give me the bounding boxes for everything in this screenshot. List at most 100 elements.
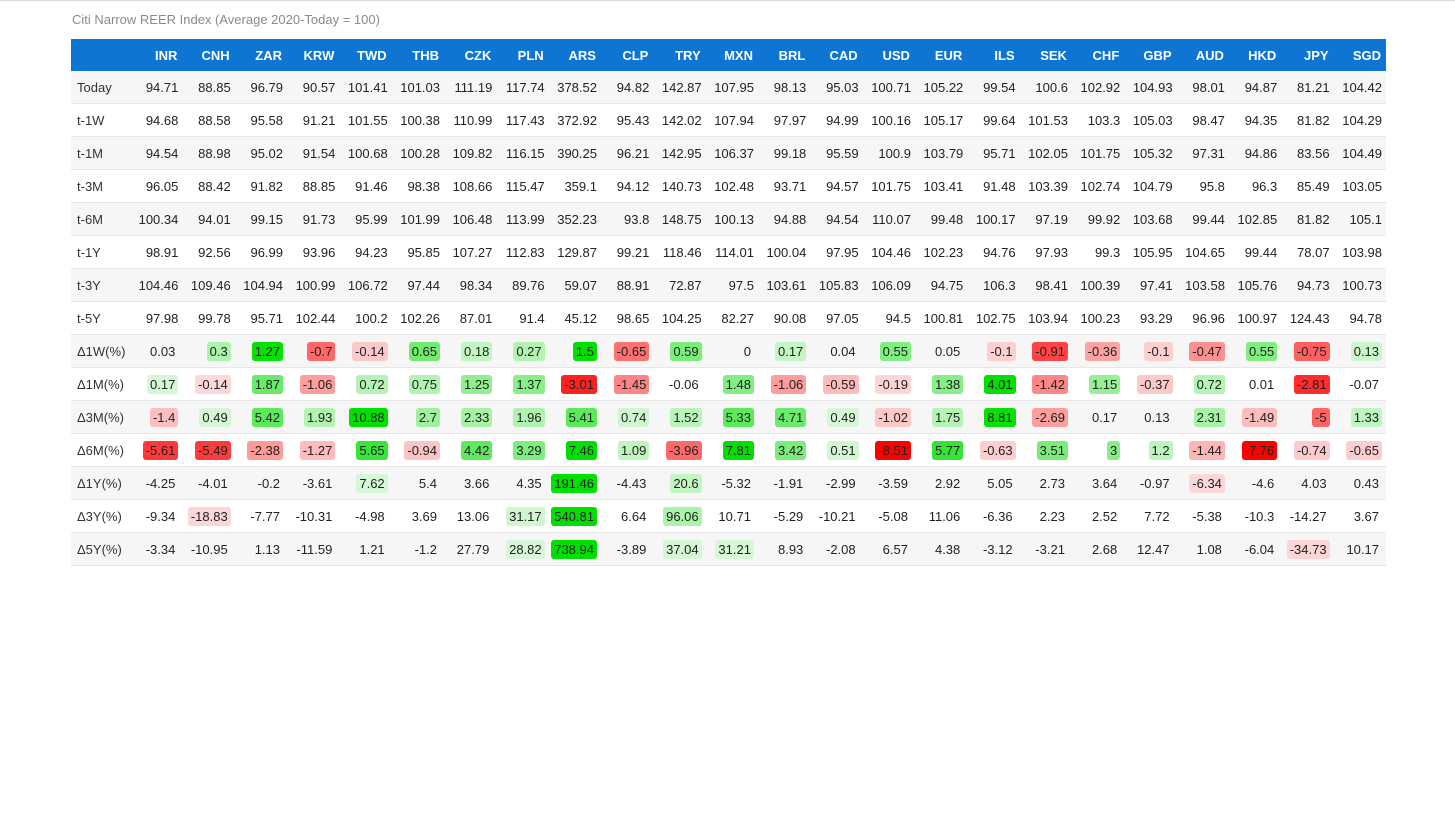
change-value: 1.27 xyxy=(251,341,284,361)
row-label: Δ1Y(%) xyxy=(71,466,131,500)
change-value: 28.82 xyxy=(506,539,545,559)
column-header-sgd[interactable]: SGD xyxy=(1333,39,1386,71)
column-header-eur[interactable]: EUR xyxy=(914,39,968,71)
column-header-thb[interactable]: THB xyxy=(391,39,444,71)
cell-jpy: -0.74 xyxy=(1281,433,1334,467)
cell-usd: -0.19 xyxy=(862,367,915,401)
cell-cad: 97.05 xyxy=(810,301,863,335)
cell-thb: 101.03 xyxy=(391,71,444,104)
cell-chf: 3.64 xyxy=(1071,466,1125,500)
change-value: -10.21 xyxy=(818,508,856,524)
cell-eur: 102.23 xyxy=(914,235,968,269)
cell-twd: 10.88 xyxy=(339,400,392,434)
cell-try: 1.52 xyxy=(653,400,706,434)
cell-gbp: 1.2 xyxy=(1124,433,1177,467)
cell-zar: 99.15 xyxy=(234,202,288,236)
table-row: Δ5Y(%) -3.34 -10.95 1.13 -11.59 1.21 -1.2 27.79… xyxy=(71,532,1386,566)
cell-pln: 117.43 xyxy=(496,103,549,137)
cell-try: 37.04 xyxy=(653,532,706,566)
column-header-gbp[interactable]: GBP xyxy=(1124,39,1177,71)
column-header-cad[interactable]: CAD xyxy=(810,39,863,71)
column-header-inr[interactable]: INR xyxy=(130,39,183,71)
table-row: Δ1Y(%) -4.25 -4.01 -0.2 -3.61 7.62 5.4 3.66 4.35… xyxy=(71,466,1386,500)
cell-inr: 97.98 xyxy=(130,301,183,335)
column-header-krw[interactable]: KRW xyxy=(287,39,340,71)
column-header-hkd[interactable]: HKD xyxy=(1228,39,1282,71)
column-header-brl[interactable]: BRL xyxy=(757,39,811,71)
cell-usd: 100.71 xyxy=(862,71,915,104)
cell-aud: 98.01 xyxy=(1176,71,1229,104)
cell-usd: -5.08 xyxy=(862,499,915,533)
cell-sgd: 104.49 xyxy=(1333,136,1386,170)
change-value: -1.44 xyxy=(1189,440,1225,460)
column-header-ars[interactable]: ARS xyxy=(548,39,601,71)
cell-inr: 104.46 xyxy=(130,268,183,302)
change-value: 3.51 xyxy=(1036,440,1068,460)
cell-clp: -4.43 xyxy=(600,466,654,500)
cell-jpy: 4.03 xyxy=(1281,466,1334,500)
cell-gbp: 104.93 xyxy=(1124,71,1177,104)
cell-krw: 91.54 xyxy=(287,136,340,170)
change-value: -1.42 xyxy=(1032,374,1068,394)
cell-thb: 100.38 xyxy=(391,103,444,137)
cell-clp: -0.65 xyxy=(600,334,654,368)
cell-cnh: 0.49 xyxy=(182,400,235,434)
cell-zar: -2.38 xyxy=(234,433,288,467)
change-value: 0.55 xyxy=(1245,341,1278,361)
cell-jpy: 81.21 xyxy=(1281,71,1334,104)
column-header-zar[interactable]: ZAR xyxy=(234,39,288,71)
change-value: -11.59 xyxy=(296,541,333,557)
cell-inr: -5.61 xyxy=(130,433,183,467)
cell-chf: 2.52 xyxy=(1071,499,1125,533)
change-value: -1.91 xyxy=(773,475,804,491)
cell-hkd: 0.55 xyxy=(1228,334,1282,368)
column-header-twd[interactable]: TWD xyxy=(339,39,392,71)
cell-aud: 96.96 xyxy=(1176,301,1229,335)
change-value: -3.01 xyxy=(561,374,597,394)
cell-chf: 102.92 xyxy=(1071,71,1125,104)
cell-twd: 7.62 xyxy=(339,466,392,500)
column-header-aud[interactable]: AUD xyxy=(1176,39,1229,71)
column-header-jpy[interactable]: JPY xyxy=(1281,39,1334,71)
cell-eur: 100.81 xyxy=(914,301,968,335)
cell-usd: 106.09 xyxy=(862,268,915,302)
cell-cnh: -18.83 xyxy=(182,499,235,533)
change-value: 0.49 xyxy=(827,407,859,427)
change-value: 7.46 xyxy=(565,440,597,460)
change-value: -5.32 xyxy=(721,475,751,491)
table-row: t-5Y 97.98 99.78 95.71 102.44 100.2 102.26 87.0… xyxy=(71,301,1386,335)
change-value: 1.87 xyxy=(251,374,284,394)
change-value: 27.79 xyxy=(456,541,490,557)
change-value: -2.08 xyxy=(825,541,856,557)
change-value: -4.43 xyxy=(616,475,647,491)
cell-try: 0.59 xyxy=(653,334,706,368)
column-header-clp[interactable]: CLP xyxy=(600,39,654,71)
change-value: -0.74 xyxy=(1293,440,1330,460)
cell-try: -3.96 xyxy=(653,433,706,467)
cell-czk: 109.82 xyxy=(444,136,497,170)
column-header-usd[interactable]: USD xyxy=(862,39,915,71)
cell-krw: 91.21 xyxy=(287,103,340,137)
cell-aud: 95.8 xyxy=(1176,169,1229,203)
column-header-try[interactable]: TRY xyxy=(653,39,706,71)
cell-hkd: 102.85 xyxy=(1228,202,1282,236)
column-header-mxn[interactable]: MXN xyxy=(705,39,758,71)
column-header-cnh[interactable]: CNH xyxy=(182,39,235,71)
column-header-chf[interactable]: CHF xyxy=(1071,39,1125,71)
column-header-ils[interactable]: ILS xyxy=(967,39,1020,71)
column-header-pln[interactable]: PLN xyxy=(496,39,549,71)
change-value: 31.21 xyxy=(715,539,754,559)
cell-cnh: 109.46 xyxy=(182,268,235,302)
change-value: -2.69 xyxy=(1032,407,1068,427)
change-value: 0 xyxy=(743,343,751,359)
cell-try: 142.87 xyxy=(653,71,706,104)
cell-thb: 0.65 xyxy=(391,334,444,368)
cell-cnh: 0.3 xyxy=(182,334,235,368)
change-value: -3.59 xyxy=(878,475,908,491)
change-value: 5.4 xyxy=(418,475,437,491)
cell-sek: 3.51 xyxy=(1019,433,1072,467)
cell-try: -0.06 xyxy=(653,367,706,401)
cell-inr: -3.34 xyxy=(130,532,183,566)
column-header-sek[interactable]: SEK xyxy=(1019,39,1072,71)
column-header-czk[interactable]: CZK xyxy=(444,39,497,71)
